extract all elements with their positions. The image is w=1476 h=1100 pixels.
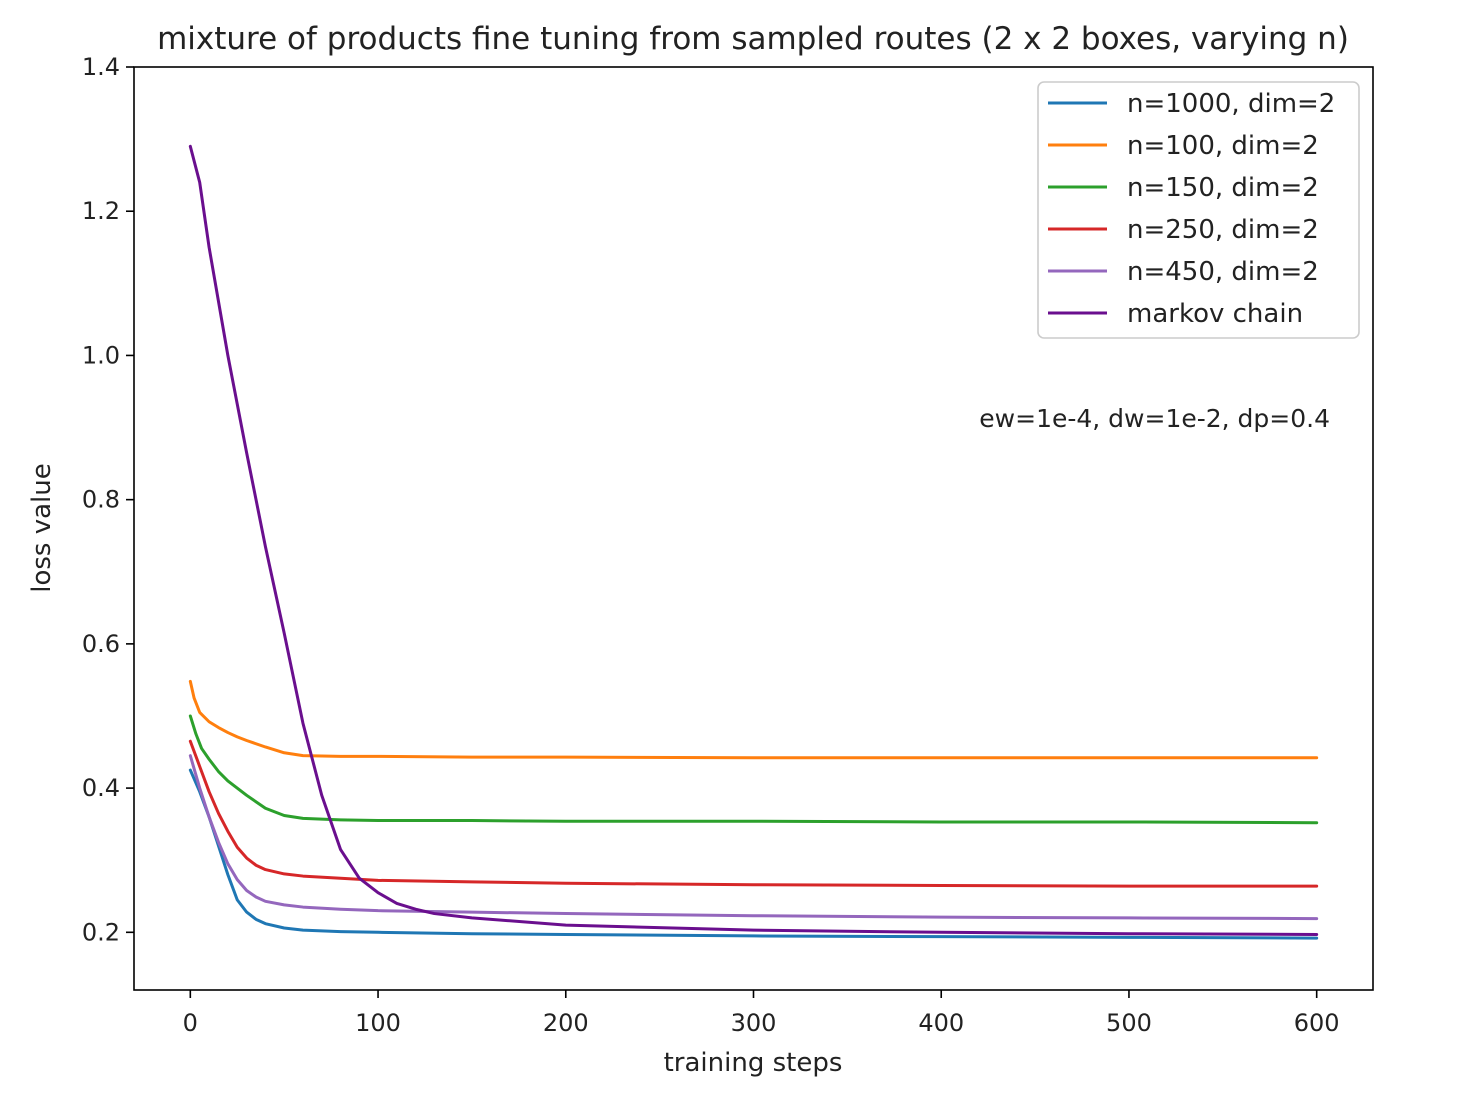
y-tick-label: 0.2 <box>82 918 120 946</box>
x-tick-label: 400 <box>918 1009 964 1037</box>
x-axis: 0 100 200 300 400 500 600 <box>183 990 1340 1037</box>
x-tick-label: 100 <box>355 1009 401 1037</box>
y-axis-label: loss value <box>27 463 57 593</box>
series-line-5 <box>188 754 1319 921</box>
series-line-6 <box>188 144 1319 936</box>
annotation-text: ew=1e-4, dw=1e-2, dp=0.4 <box>979 404 1330 433</box>
x-axis-label: training steps <box>664 1048 843 1078</box>
chart-title: mixture of products fine tuning from sam… <box>157 21 1349 57</box>
y-tick-label: 1.2 <box>82 197 120 225</box>
series-line-4 <box>188 739 1319 888</box>
series-line-1 <box>188 768 1319 940</box>
x-tick-label: 0 <box>183 1009 198 1037</box>
legend-label-1: n=1000, dim=2 <box>1127 89 1335 119</box>
x-tick-label: 200 <box>543 1009 589 1037</box>
legend: n=1000, dim=2 n=100, dim=2 n=150, dim=2 n=2… <box>1037 81 1360 339</box>
legend-label-5: n=450, dim=2 <box>1127 257 1319 287</box>
legend-label-2: n=100, dim=2 <box>1127 131 1319 161</box>
y-tick-label: 1.0 <box>82 341 120 369</box>
legend-label-4: n=250, dim=2 <box>1127 215 1319 245</box>
series-line-3 <box>188 714 1319 825</box>
x-tick-label: 600 <box>1294 1009 1340 1037</box>
y-tick-label: 0.8 <box>82 486 120 514</box>
legend-label-3: n=150, dim=2 <box>1127 173 1319 203</box>
y-tick-label: 1.4 <box>82 53 120 81</box>
legend-box <box>1037 81 1360 339</box>
x-tick-label: 300 <box>731 1009 777 1037</box>
x-tick-label: 500 <box>1106 1009 1152 1037</box>
legend-label-6: markov chain <box>1127 299 1303 329</box>
y-tick-label: 0.4 <box>82 774 120 802</box>
y-axis: 0.2 0.4 0.6 0.8 1.0 1.2 1.4 <box>82 53 134 946</box>
series-line-2 <box>188 679 1319 760</box>
y-tick-label: 0.6 <box>82 630 120 658</box>
legend-entries: n=1000, dim=2 n=100, dim=2 n=150, dim=2 n=2… <box>1048 89 1335 329</box>
plot-lines <box>188 144 1319 940</box>
